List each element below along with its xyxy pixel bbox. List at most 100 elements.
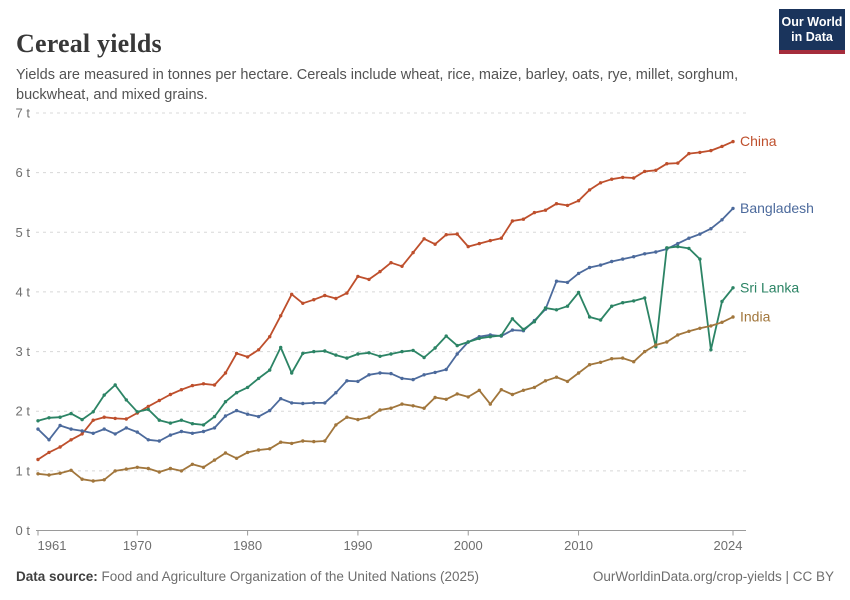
data-point-sri-lanka[interactable] (312, 349, 316, 354)
data-point-bangladesh[interactable] (687, 236, 691, 240)
data-point-india[interactable] (587, 363, 592, 367)
data-point-bangladesh[interactable] (190, 431, 195, 435)
data-point-sri-lanka[interactable] (201, 423, 206, 427)
owid-license-link[interactable]: OurWorldinData.org/crop-yields | CC BY (592, 569, 834, 584)
data-point-china[interactable] (411, 250, 415, 255)
data-point-bangladesh[interactable] (720, 218, 724, 222)
data-point-sri-lanka[interactable] (565, 304, 570, 308)
data-point-china[interactable] (510, 219, 515, 223)
data-point-india[interactable] (576, 371, 581, 375)
data-point-sri-lanka[interactable] (632, 299, 636, 303)
data-point-china[interactable] (179, 388, 184, 392)
data-point-india[interactable] (356, 417, 360, 422)
data-point-india[interactable] (234, 456, 239, 460)
data-point-sri-lanka[interactable] (488, 335, 492, 339)
series-label-india[interactable]: India (740, 308, 771, 324)
data-point-sri-lanka[interactable] (356, 352, 360, 356)
data-point-china[interactable] (345, 291, 349, 295)
data-point-sri-lanka[interactable] (256, 376, 261, 381)
data-point-china[interactable] (47, 450, 51, 455)
data-point-india[interactable] (179, 469, 184, 473)
data-point-bangladesh[interactable] (643, 252, 647, 256)
data-point-india[interactable] (455, 392, 459, 396)
data-point-india[interactable] (290, 441, 294, 446)
data-point-bangladesh[interactable] (157, 439, 161, 443)
data-point-sri-lanka[interactable] (532, 320, 537, 324)
data-point-china[interactable] (301, 301, 305, 305)
data-point-china[interactable] (168, 392, 173, 397)
data-point-india[interactable] (80, 477, 84, 481)
data-point-india[interactable] (499, 388, 503, 392)
data-point-india[interactable] (422, 406, 426, 410)
data-point-bangladesh[interactable] (621, 257, 625, 261)
data-point-china[interactable] (69, 438, 73, 442)
data-point-india[interactable] (433, 395, 437, 400)
data-point-sri-lanka[interactable] (80, 417, 84, 422)
data-point-india[interactable] (687, 329, 691, 333)
data-point-bangladesh[interactable] (58, 423, 62, 428)
data-point-china[interactable] (389, 261, 393, 265)
data-point-china[interactable] (91, 418, 95, 422)
data-point-bangladesh[interactable] (268, 408, 272, 413)
data-point-india[interactable] (543, 379, 548, 383)
data-point-bangladesh[interactable] (731, 206, 735, 211)
data-point-bangladesh[interactable] (146, 438, 150, 442)
data-point-china[interactable] (731, 139, 735, 144)
data-point-india[interactable] (367, 415, 371, 419)
data-point-china[interactable] (334, 296, 338, 301)
data-point-india[interactable] (157, 470, 161, 474)
data-point-sri-lanka[interactable] (290, 371, 294, 375)
data-point-sri-lanka[interactable] (124, 398, 128, 402)
data-point-bangladesh[interactable] (654, 250, 658, 254)
data-point-china[interactable] (113, 416, 117, 421)
data-point-bangladesh[interactable] (576, 271, 581, 276)
data-point-bangladesh[interactable] (455, 352, 459, 356)
data-point-sri-lanka[interactable] (47, 416, 51, 420)
data-point-india[interactable] (621, 356, 625, 360)
data-point-bangladesh[interactable] (113, 432, 117, 436)
data-point-sri-lanka[interactable] (345, 356, 349, 360)
data-point-india[interactable] (720, 320, 724, 324)
data-point-china[interactable] (632, 176, 636, 180)
data-point-bangladesh[interactable] (47, 438, 51, 442)
data-point-sri-lanka[interactable] (69, 411, 73, 416)
data-point-china[interactable] (80, 432, 84, 436)
data-point-china[interactable] (565, 203, 570, 208)
data-point-china[interactable] (576, 199, 581, 203)
data-point-india[interactable] (334, 423, 338, 427)
data-point-china[interactable] (488, 238, 492, 243)
data-point-china[interactable] (466, 244, 470, 249)
data-point-india[interactable] (58, 471, 62, 475)
data-point-india[interactable] (146, 466, 150, 471)
data-point-india[interactable] (532, 385, 537, 390)
data-point-sri-lanka[interactable] (720, 299, 724, 304)
data-point-china[interactable] (201, 382, 206, 386)
data-point-sri-lanka[interactable] (598, 318, 603, 322)
data-point-china[interactable] (643, 169, 647, 174)
data-point-sri-lanka[interactable] (543, 306, 548, 310)
data-point-sri-lanka[interactable] (378, 354, 382, 358)
data-point-india[interactable] (190, 462, 195, 466)
series-line-sri-lanka[interactable] (37, 245, 734, 426)
data-point-china[interactable] (58, 445, 62, 449)
data-point-india[interactable] (598, 360, 603, 364)
data-point-india[interactable] (268, 447, 272, 451)
data-point-china[interactable] (665, 162, 669, 166)
data-point-bangladesh[interactable] (378, 371, 382, 375)
data-point-sri-lanka[interactable] (323, 349, 327, 353)
data-point-bangladesh[interactable] (312, 401, 316, 405)
data-point-sri-lanka[interactable] (411, 348, 415, 353)
data-point-china[interactable] (720, 144, 724, 149)
data-point-india[interactable] (245, 450, 250, 455)
data-point-india[interactable] (256, 448, 261, 452)
data-point-china[interactable] (477, 241, 481, 246)
data-point-china[interactable] (598, 181, 603, 185)
data-point-china[interactable] (587, 188, 592, 192)
data-point-bangladesh[interactable] (422, 373, 426, 377)
series-label-sri-lanka[interactable]: Sri Lanka (740, 279, 799, 295)
data-point-india[interactable] (345, 415, 349, 419)
data-point-india[interactable] (124, 467, 128, 471)
data-point-china[interactable] (676, 161, 680, 165)
data-point-bangladesh[interactable] (279, 397, 283, 401)
data-point-bangladesh[interactable] (323, 401, 327, 405)
